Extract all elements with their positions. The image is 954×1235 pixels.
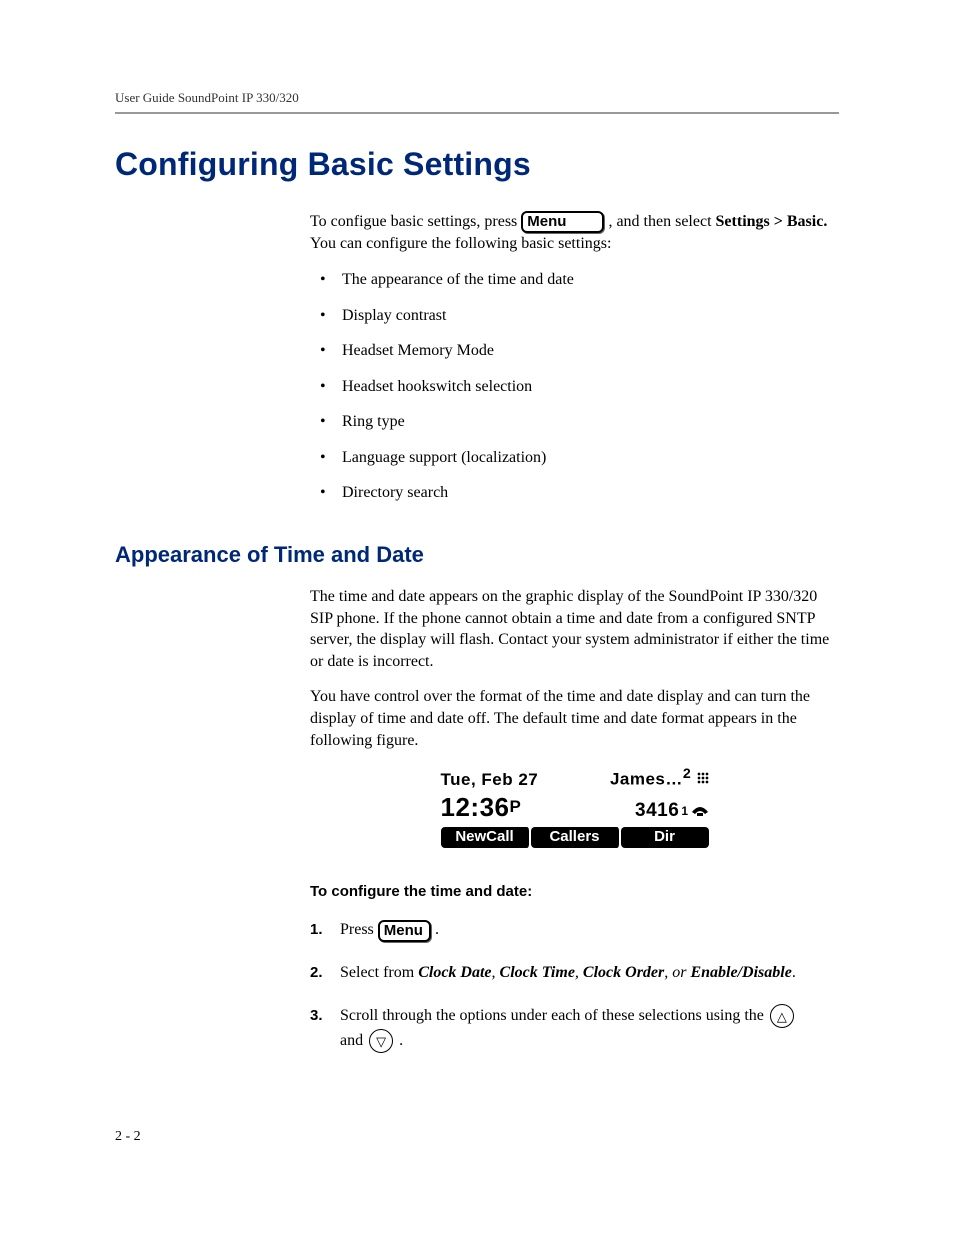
intro-text-after: You can configure the following basic se… bbox=[310, 235, 611, 252]
subsection-p1: The time and date appears on the graphic… bbox=[310, 586, 839, 672]
arrow-down-icon: ▽ bbox=[369, 1029, 393, 1053]
step2-opt3: Clock Order bbox=[583, 964, 664, 981]
lcd-time-group: 12:36P bbox=[441, 790, 522, 825]
list-item: The appearance of the time and date bbox=[310, 269, 839, 291]
lcd-name-group: James…2 bbox=[610, 765, 709, 792]
softkey-dir: Dir bbox=[621, 827, 709, 848]
subsection-p2: You have control over the format of the … bbox=[310, 686, 839, 751]
phone-icon bbox=[691, 805, 709, 817]
list-item: Language support (localization) bbox=[310, 447, 839, 469]
lcd-name: James… bbox=[610, 770, 683, 789]
lcd-ext: 3416 bbox=[635, 798, 679, 824]
intro-paragraph: To configue basic settings, press Menu ,… bbox=[310, 211, 839, 255]
menu-button-icon: Menu bbox=[521, 211, 604, 233]
subsection-title: Appearance of Time and Date bbox=[115, 542, 839, 568]
steps-list: Press Menu . Select from Clock Date, Clo… bbox=[310, 918, 839, 1053]
header-rule bbox=[115, 112, 839, 114]
arrow-up-icon: △ bbox=[770, 1004, 794, 1028]
step-3: Scroll through the options under each of… bbox=[310, 1004, 839, 1054]
step2-opt4: Enable/Disable bbox=[690, 964, 791, 981]
task-heading: To configure the time and date: bbox=[310, 882, 839, 902]
section-title: Configuring Basic Settings bbox=[115, 146, 839, 183]
list-item: Ring type bbox=[310, 411, 839, 433]
list-item: Display contrast bbox=[310, 305, 839, 327]
page: User Guide SoundPoint IP 330/320 Configu… bbox=[0, 0, 954, 1235]
page-number: 2 - 2 bbox=[115, 1129, 141, 1145]
lcd-date: Tue, Feb 27 bbox=[441, 769, 539, 792]
list-item: Directory search bbox=[310, 482, 839, 504]
intro-text-mid: , and then select bbox=[608, 213, 715, 230]
lcd-row-top: Tue, Feb 27 James…2 bbox=[441, 765, 709, 792]
lcd-figure: Tue, Feb 27 James…2 12:36P 34161 NewCall… bbox=[441, 765, 709, 848]
step3-line1: Scroll through the options under each of… bbox=[340, 1007, 768, 1024]
lcd-name-badge: 2 bbox=[683, 766, 691, 782]
running-head: User Guide SoundPoint IP 330/320 bbox=[115, 90, 839, 106]
menu-button-icon: Menu bbox=[378, 920, 431, 942]
step3-and: and bbox=[340, 1032, 367, 1049]
step2-sep2: , bbox=[575, 964, 583, 981]
intro-text-before: To configue basic settings, press bbox=[310, 213, 517, 230]
lcd-ext-badge: 1 bbox=[681, 803, 688, 819]
keypad-icon bbox=[697, 772, 709, 784]
softkey-newcall: NewCall bbox=[441, 827, 531, 848]
step2-sep3: , or bbox=[664, 964, 690, 981]
list-item: Headset Memory Mode bbox=[310, 340, 839, 362]
step1-after: . bbox=[431, 921, 439, 938]
step2-opt1: Clock Date bbox=[418, 964, 491, 981]
lcd-ampm: P bbox=[510, 797, 522, 816]
step-2: Select from Clock Date, Clock Time, Cloc… bbox=[310, 961, 839, 986]
intro-bold-path: Settings > Basic. bbox=[716, 213, 828, 230]
lcd-time: 12:36 bbox=[441, 792, 510, 822]
step2-opt2: Clock Time bbox=[500, 964, 575, 981]
step2-after: . bbox=[792, 964, 796, 981]
lcd-ext-group: 34161 bbox=[635, 798, 708, 824]
step3-end: . bbox=[395, 1032, 403, 1049]
settings-bullet-list: The appearance of the time and date Disp… bbox=[310, 269, 839, 504]
step1-before: Press bbox=[340, 921, 378, 938]
step2-before: Select from bbox=[340, 964, 418, 981]
subsection-body: The time and date appears on the graphic… bbox=[310, 586, 839, 1054]
step2-sep1: , bbox=[492, 964, 500, 981]
lcd-row-mid: 12:36P 34161 bbox=[441, 790, 709, 825]
list-item: Headset hookswitch selection bbox=[310, 376, 839, 398]
intro-block: To configue basic settings, press Menu ,… bbox=[310, 211, 839, 504]
lcd-softkey-row: NewCall Callers Dir bbox=[441, 827, 709, 848]
softkey-callers: Callers bbox=[531, 827, 621, 848]
step-1: Press Menu . bbox=[310, 918, 839, 943]
